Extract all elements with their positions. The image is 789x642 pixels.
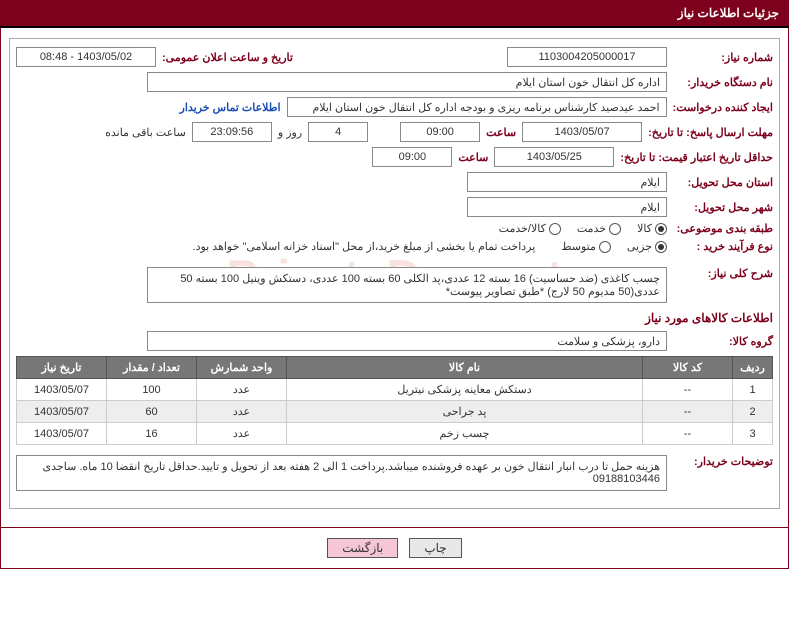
buyer-notes-label: توضیحات خریدار:: [673, 455, 773, 468]
contact-link[interactable]: اطلاعات تماس خریدار: [180, 101, 281, 114]
time-label-1: ساعت: [486, 126, 516, 139]
cell-code: --: [643, 423, 733, 445]
th-row: ردیف: [733, 357, 773, 379]
deadline-date: 1403/05/07: [522, 122, 642, 142]
panel-title: جزئیات اطلاعات نیاز: [0, 0, 789, 28]
requester-label: ایجاد کننده درخواست:: [673, 101, 773, 114]
need-no-label: شماره نیاز:: [673, 51, 773, 64]
radio-goods[interactable]: کالا: [637, 222, 667, 235]
summary-label: شرح کلی نیاز:: [673, 267, 773, 280]
radio-medium-label: متوسط: [561, 240, 596, 253]
radio-service-label: خدمت: [577, 222, 606, 235]
cell-name: پد جراحی: [287, 401, 643, 423]
th-date: تاریخ نیاز: [17, 357, 107, 379]
announce-field: 1403/05/02 - 08:48: [16, 47, 156, 67]
requester-field: احمد عیدصید کارشناس برنامه ریزی و بودجه …: [287, 97, 667, 117]
radio-both-label: کالا/خدمت: [499, 222, 546, 235]
th-code: کد کالا: [643, 357, 733, 379]
cell-qty: 100: [107, 379, 197, 401]
cell-name: چسب زخم: [287, 423, 643, 445]
radio-medium[interactable]: متوسط: [561, 240, 611, 253]
cell-unit: عدد: [197, 401, 287, 423]
radio-minor-label: جزیی: [627, 240, 652, 253]
cell-qty: 60: [107, 401, 197, 423]
province-field: ایلام: [467, 172, 667, 192]
cell-code: --: [643, 379, 733, 401]
back-button[interactable]: بازگشت: [327, 538, 398, 558]
purchase-radio-group: جزیی متوسط: [561, 240, 667, 253]
th-name: نام کالا: [287, 357, 643, 379]
cell-unit: عدد: [197, 379, 287, 401]
buyer-notes-field: هزینه حمل تا درب انبار انتقال خون بر عهد…: [16, 455, 667, 491]
cell-idx: 3: [733, 423, 773, 445]
table-row: 2--پد جراحیعدد601403/05/07: [17, 401, 773, 423]
cell-name: دستکش معاینه پزشکی نیتریل: [287, 379, 643, 401]
radio-minor[interactable]: جزیی: [627, 240, 667, 253]
category-label: طبقه بندی موضوعی:: [673, 222, 773, 235]
validity-time: 09:00: [372, 147, 452, 167]
cell-date: 1403/05/07: [17, 401, 107, 423]
deadline-time: 09:00: [400, 122, 480, 142]
radio-goods-label: کالا: [637, 222, 652, 235]
hours-remain: 23:09:56: [192, 122, 272, 142]
days-remain: 4: [308, 122, 368, 142]
cell-date: 1403/05/07: [17, 423, 107, 445]
print-button[interactable]: چاپ: [409, 538, 461, 558]
city-field: ایلام: [467, 197, 667, 217]
goods-section-head: اطلاعات کالاهای مورد نیاز: [16, 311, 773, 325]
radio-both[interactable]: کالا/خدمت: [499, 222, 561, 235]
cell-unit: عدد: [197, 423, 287, 445]
cell-code: --: [643, 401, 733, 423]
validity-date: 1403/05/25: [494, 147, 614, 167]
summary-field: چسب کاغذی (ضد حساسیت) 16 بسته 12 عددی،پد…: [147, 267, 667, 303]
time-label-2: ساعت: [458, 151, 488, 164]
category-radio-group: کالا خدمت کالا/خدمت: [499, 222, 667, 235]
deadline-label: مهلت ارسال پاسخ: تا تاریخ:: [648, 126, 773, 139]
cell-qty: 16: [107, 423, 197, 445]
buyer-org-label: نام دستگاه خریدار:: [673, 76, 773, 89]
buyer-org-field: اداره کل انتقال خون استان ایلام: [147, 72, 667, 92]
validity-label: حداقل تاریخ اعتبار قیمت: تا تاریخ:: [620, 151, 773, 164]
table-row: 3--چسب زخمعدد161403/05/07: [17, 423, 773, 445]
province-label: استان محل تحویل:: [673, 176, 773, 189]
cell-idx: 2: [733, 401, 773, 423]
info-box: شماره نیاز: 1103004205000017 تاریخ و ساع…: [9, 38, 780, 509]
need-no-field: 1103004205000017: [507, 47, 667, 67]
payment-note: پرداخت تمام یا بخشی از مبلغ خرید،از محل …: [193, 240, 536, 253]
cell-date: 1403/05/07: [17, 379, 107, 401]
footer: چاپ بازگشت: [0, 528, 789, 569]
days-and-label: روز و: [278, 126, 302, 139]
goods-group-label: گروه کالا:: [673, 335, 773, 348]
city-label: شهر محل تحویل:: [673, 201, 773, 214]
cell-idx: 1: [733, 379, 773, 401]
goods-group-field: دارو، پزشکی و سلامت: [147, 331, 667, 351]
radio-service[interactable]: خدمت: [577, 222, 621, 235]
goods-table: ردیف کد کالا نام کالا واحد شمارش تعداد /…: [16, 356, 773, 445]
purchase-type-label: نوع فرآیند خرید :: [673, 240, 773, 253]
announce-label: تاریخ و ساعت اعلان عمومی:: [162, 51, 293, 64]
table-row: 1--دستکش معاینه پزشکی نیتریلعدد1001403/0…: [17, 379, 773, 401]
remain-label: ساعت باقی مانده: [105, 126, 186, 139]
th-qty: تعداد / مقدار: [107, 357, 197, 379]
th-unit: واحد شمارش: [197, 357, 287, 379]
